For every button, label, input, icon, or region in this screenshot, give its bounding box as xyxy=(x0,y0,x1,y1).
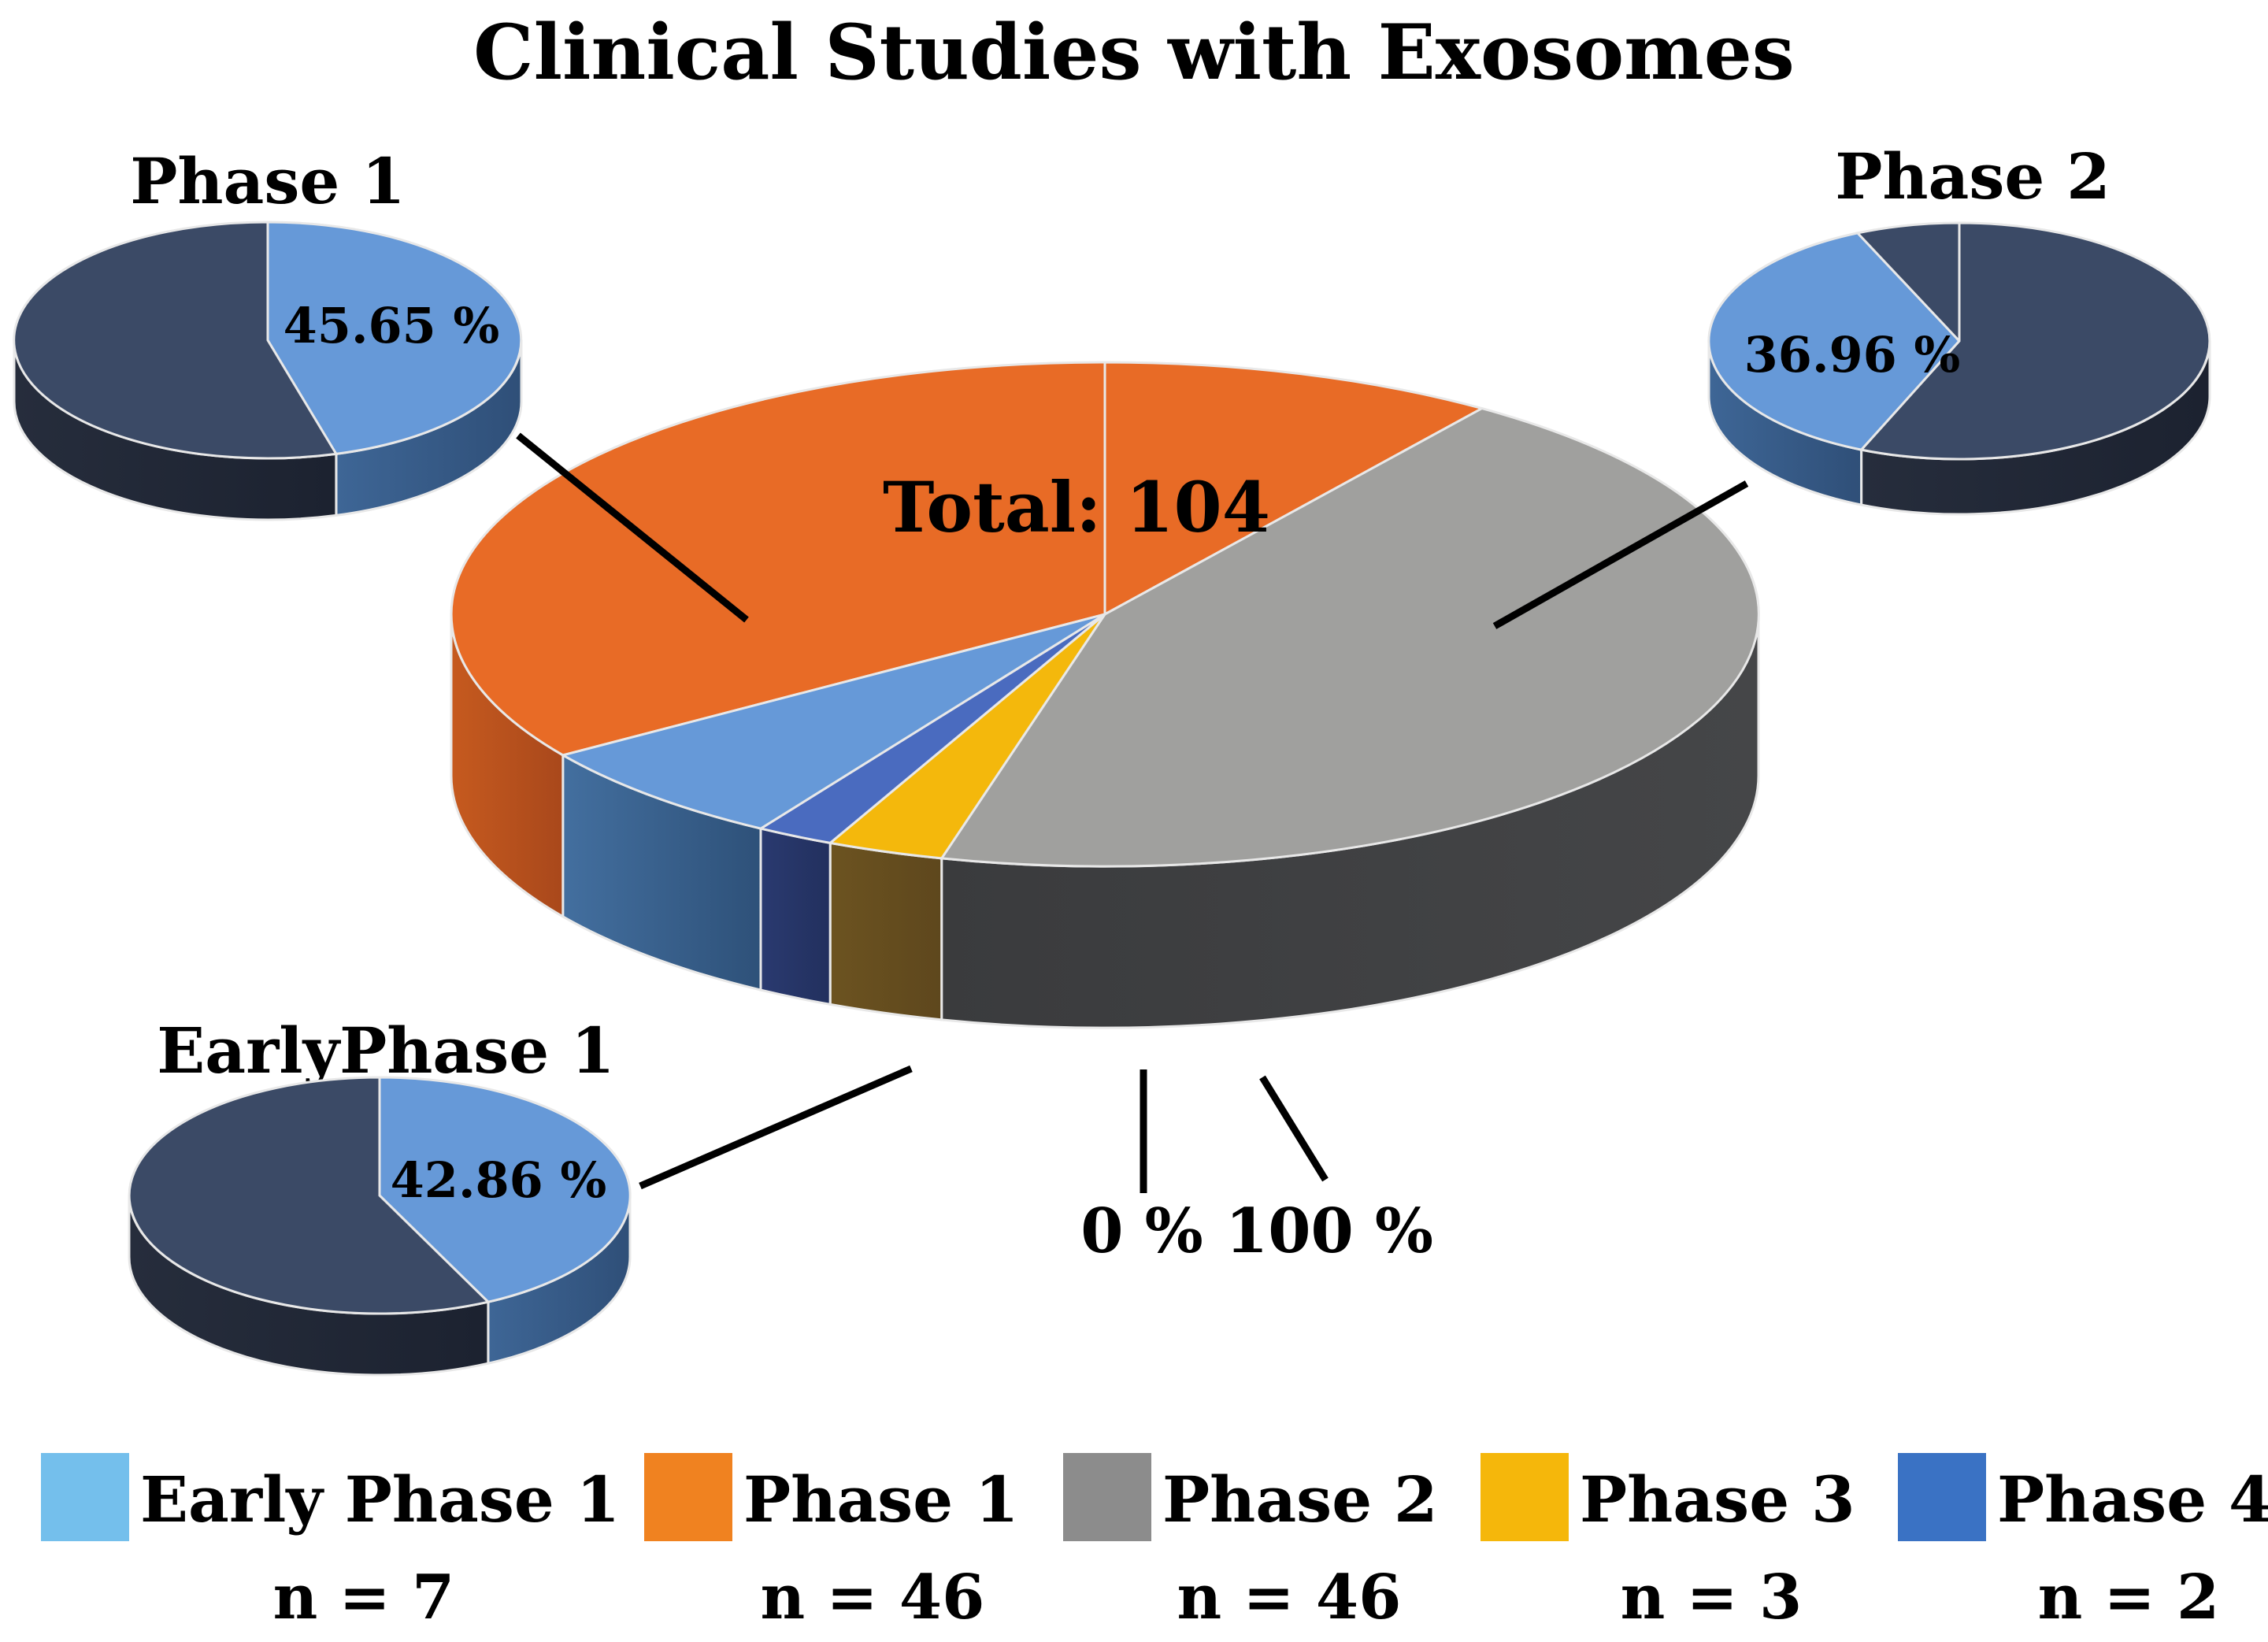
sub-pie-early-phase1-slice-rest xyxy=(128,1076,491,1315)
main-pie-slice-phase1-wrap xyxy=(1103,361,1485,617)
legend: Early Phase 1 n = 7 Phase 1 n = 46 Phase… xyxy=(41,1453,2268,1633)
legend-label-phase3: Phase 3 xyxy=(1580,1462,1855,1536)
sub-pie-percent-phase1: 45.65 % xyxy=(284,297,500,354)
sub-pie-phase2: Phase 2 36.96 % xyxy=(1707,139,2211,516)
legend-swatch-phase3 xyxy=(1480,1453,1569,1541)
legend-swatch-early-phase1 xyxy=(41,1453,129,1541)
sub-pie-phase2-slice-rest xyxy=(1855,221,1961,344)
sub-pie-phase2-slice-rest-wrap xyxy=(1858,221,2211,461)
sub-pie-early-phase1: EarlyPhase 1 42.86 % xyxy=(128,1014,632,1377)
chart-title: Clinical Studies with Exosomes xyxy=(473,8,1795,97)
main-pie-slice-phase2 xyxy=(939,406,1760,868)
legend-count-phase3: n = 3 xyxy=(1621,1562,1803,1633)
legend-swatch-phase2 xyxy=(1063,1453,1151,1541)
main-pie xyxy=(450,361,1760,1029)
connector-phase3 xyxy=(1259,1075,1329,1182)
sub-pie-title-early-phase1: EarlyPhase 1 xyxy=(157,1014,614,1088)
sub-pie-title-phase2: Phase 2 xyxy=(1835,139,2110,213)
sub-pie-phase1-slice-rest xyxy=(13,221,339,460)
total-label: Total: 104 xyxy=(883,466,1270,548)
main-pie-side-phase3 xyxy=(828,841,943,1021)
callout-label-phase3: 100 % xyxy=(1225,1195,1433,1267)
connector-lines xyxy=(516,432,1749,1193)
main-pie-side-phase4 xyxy=(759,827,832,1006)
connector-early-phase1 xyxy=(639,1065,913,1190)
legend-label-phase2: Phase 2 xyxy=(1162,1462,1438,1536)
legend-count-early-phase1: n = 7 xyxy=(273,1562,455,1633)
callout-label-phase4: 0 % xyxy=(1080,1195,1203,1267)
connector-phase2 xyxy=(1492,480,1749,629)
sub-pie-phase2-slice-highlight xyxy=(1707,232,1962,451)
legend-label-phase1: Phase 1 xyxy=(743,1462,1019,1536)
sub-pie-early-phase1-slice-highlight xyxy=(378,1076,632,1303)
main-pie-slice-early-phase1 xyxy=(559,613,1106,830)
main-pie-slice-phase1 xyxy=(450,361,1106,757)
legend-count-phase1: n = 46 xyxy=(761,1562,985,1633)
connector-phase1 xyxy=(516,432,749,623)
legend-label-phase4: Phase 4 xyxy=(1997,1462,2268,1536)
sub-pie-title-phase1: Phase 1 xyxy=(130,144,406,218)
legend-label-early-phase1: Early Phase 1 xyxy=(140,1462,620,1536)
sub-pie-phase1-slice-highlight xyxy=(266,221,523,456)
legend-swatch-phase4 xyxy=(1898,1453,1986,1541)
legend-count-phase2: n = 46 xyxy=(1177,1562,1402,1633)
legend-count-phase4: n = 2 xyxy=(2038,1562,2220,1633)
sub-pie-percent-early-phase1: 42.86 % xyxy=(391,1151,607,1209)
legend-swatch-phase1 xyxy=(644,1453,732,1541)
sub-pie-percent-phase2: 36.96 % xyxy=(1744,326,1961,384)
sub-pie-phase1: Phase 1 45.65 % xyxy=(13,144,523,521)
